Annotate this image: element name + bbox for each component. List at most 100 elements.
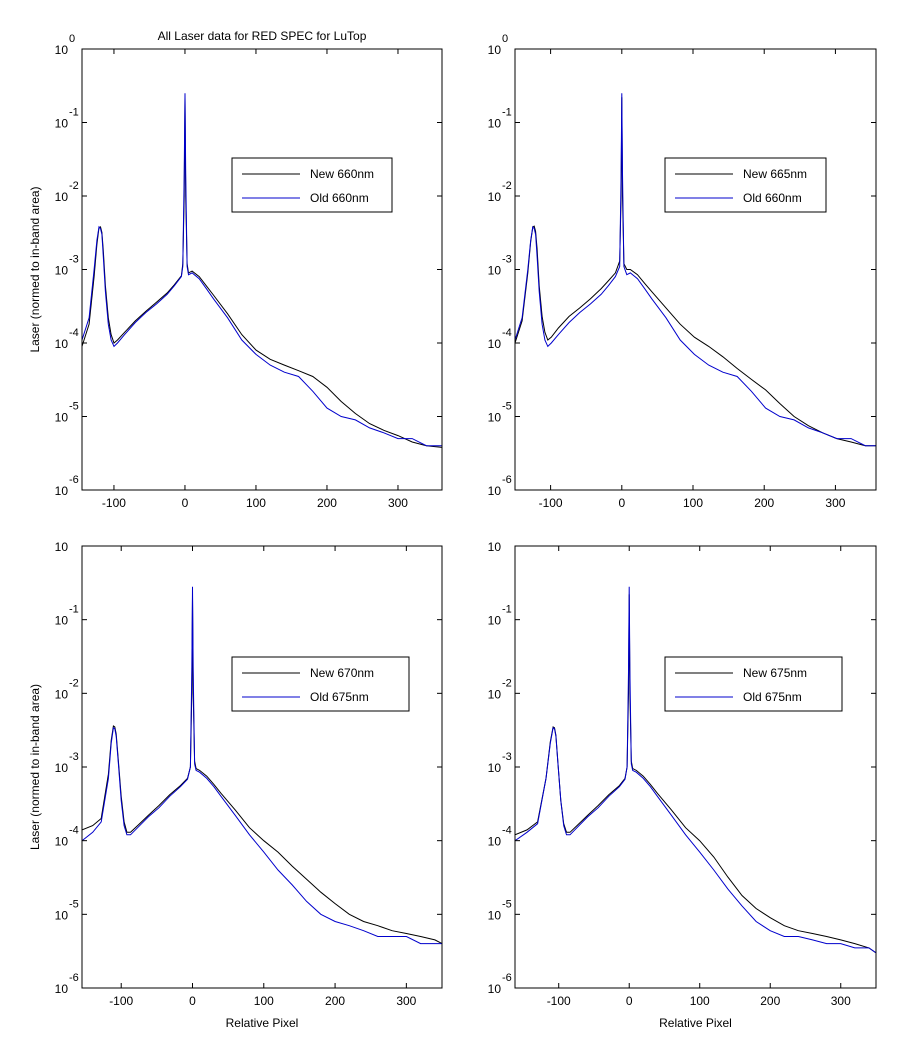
y-tick-label: 10 <box>488 614 502 628</box>
subplot-1: -100 0 100 200 30010010-110-210-310-410-510-… <box>28 29 443 510</box>
y-tick-label: 10 <box>55 908 69 922</box>
subplot-3: -100 0 100 200 3001010-110-210-310-410-510-6… <box>28 540 443 1030</box>
y-tick-label: 10 <box>488 982 502 996</box>
x-tick-label: 300 <box>388 496 408 510</box>
axes-frame <box>514 48 877 491</box>
x-tick-label: -100 <box>102 496 126 510</box>
y-tick-label: 10 <box>488 337 502 351</box>
y-tick-label: 10 <box>55 43 69 57</box>
y-tick-exponent: -5 <box>502 898 512 910</box>
legend: New 660nm Old 660nm <box>231 157 393 213</box>
y-tick-exponent: -1 <box>69 604 79 616</box>
axes-frame <box>81 545 443 989</box>
legend: New 675nm Old 675nm <box>664 656 843 712</box>
series-line-old <box>82 586 442 945</box>
y-tick-exponent: -6 <box>502 474 512 486</box>
x-tick-label: 100 <box>683 496 703 510</box>
legend-box <box>664 157 827 213</box>
y-tick-label: 10 <box>55 411 69 425</box>
x-tick-label: 200 <box>317 496 337 510</box>
y-tick-label: 10 <box>55 761 69 775</box>
y-tick-exponent: -1 <box>502 107 512 119</box>
x-tick-label: 200 <box>760 994 780 1008</box>
y-tick-label: 10 <box>488 687 502 701</box>
y-tick-exponent: -6 <box>69 474 79 486</box>
x-tick-label: 0 <box>189 994 196 1008</box>
legend-entry: New 660nm <box>310 167 374 181</box>
series-line-old <box>515 93 876 447</box>
subplot-4: -100 0 100 200 3001010-110-210-310-410-510-6… <box>488 540 877 1030</box>
y-tick-label: 10 <box>55 484 69 498</box>
y-tick-exponent: -5 <box>502 401 512 413</box>
y-tick-exponent: -3 <box>502 751 512 763</box>
legend-box <box>231 157 393 213</box>
y-tick-exponent: -2 <box>502 180 512 192</box>
series-line-new <box>82 597 442 945</box>
y-tick-label: 10 <box>488 484 502 498</box>
x-axis-label: Relative Pixel <box>659 1016 732 1030</box>
x-tick-label: 100 <box>690 994 710 1008</box>
x-tick-label: -100 <box>109 994 133 1008</box>
x-tick-label: 0 <box>182 496 189 510</box>
x-tick-label: 100 <box>254 994 274 1008</box>
y-tick-exponent: -2 <box>502 677 512 689</box>
x-tick-label: 300 <box>831 994 851 1008</box>
series-line-old <box>515 586 876 954</box>
y-tick-exponent: 0 <box>502 33 508 45</box>
y-tick-exponent: -4 <box>69 825 79 837</box>
x-tick-label: 300 <box>825 496 845 510</box>
axes-frame <box>81 48 443 491</box>
legend-entry: Old 675nm <box>310 690 369 704</box>
y-tick-exponent: -3 <box>69 751 79 763</box>
series-line-new <box>515 97 876 447</box>
y-tick-label: 10 <box>488 411 502 425</box>
legend-entry: New 670nm <box>310 666 374 680</box>
y-tick-label: 10 <box>55 190 69 204</box>
legend-entry: Old 660nm <box>743 191 802 205</box>
y-tick-label: 10 <box>488 835 502 849</box>
legend-box <box>231 656 410 712</box>
y-tick-exponent: -5 <box>69 401 79 413</box>
y-tick-label: 10 <box>55 264 69 278</box>
chart-title: All Laser data for RED SPEC for LuTop <box>158 29 367 43</box>
legend-box <box>664 656 843 712</box>
y-tick-label: 10 <box>488 190 502 204</box>
y-tick-exponent: 0 <box>69 33 75 45</box>
y-tick-exponent: -1 <box>69 107 79 119</box>
y-tick-exponent: -1 <box>502 604 512 616</box>
y-axis-label: Laser (normed to in-band area) <box>28 684 42 850</box>
y-tick-label: 10 <box>488 264 502 278</box>
y-tick-exponent: -6 <box>502 972 512 984</box>
y-tick-label: 10 <box>55 614 69 628</box>
x-tick-label: 200 <box>325 994 345 1008</box>
y-tick-label: 10 <box>55 117 69 131</box>
y-tick-label: 10 <box>55 540 69 554</box>
y-tick-label: 10 <box>488 43 502 57</box>
x-tick-label: 300 <box>396 994 416 1008</box>
y-tick-exponent: -4 <box>502 825 512 837</box>
y-tick-label: 10 <box>55 835 69 849</box>
x-tick-label: -100 <box>539 496 563 510</box>
legend-entry: Old 660nm <box>310 191 369 205</box>
y-tick-exponent: -5 <box>69 898 79 910</box>
y-tick-label: 10 <box>55 337 69 351</box>
x-tick-label: 0 <box>626 994 633 1008</box>
series-line-old <box>82 93 442 447</box>
series-line-new <box>515 594 876 954</box>
y-tick-label: 10 <box>55 687 69 701</box>
y-tick-label: 10 <box>488 540 502 554</box>
x-tick-label: 0 <box>618 496 625 510</box>
subplot-2: -100 0 100 200 30010010-110-210-310-410-510-… <box>488 33 877 510</box>
y-tick-exponent: -4 <box>69 327 79 339</box>
legend-entry: Old 675nm <box>743 690 802 704</box>
legend-entry: New 665nm <box>743 167 807 181</box>
y-tick-label: 10 <box>488 908 502 922</box>
y-tick-exponent: -4 <box>502 327 512 339</box>
x-tick-label: -100 <box>547 994 571 1008</box>
series-line-new <box>82 97 442 448</box>
x-tick-label: 200 <box>754 496 774 510</box>
y-tick-exponent: -6 <box>69 972 79 984</box>
y-tick-label: 10 <box>55 982 69 996</box>
legend-entry: New 675nm <box>743 666 807 680</box>
